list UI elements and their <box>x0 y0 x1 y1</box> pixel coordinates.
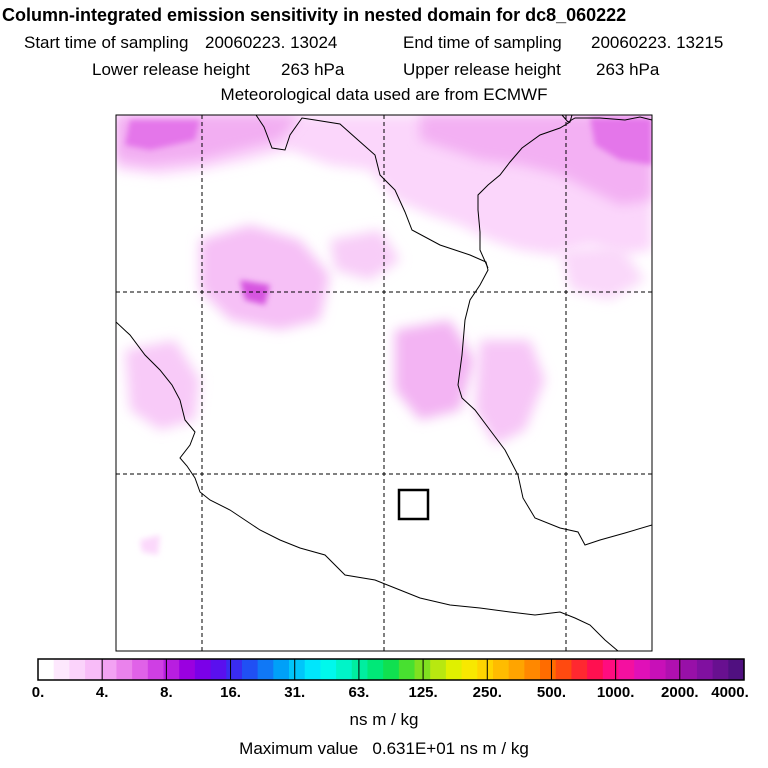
colorbar-swatch <box>665 659 682 680</box>
colorbar-swatch <box>100 659 118 680</box>
colorbar-swatch <box>147 659 165 680</box>
sensitivity-blob-central <box>330 230 400 280</box>
colorbar-swatch <box>681 659 698 680</box>
colorbar-swatch <box>194 659 212 680</box>
sensitivity-speck <box>140 535 160 555</box>
colorbar-tick-label: 250. <box>472 684 502 701</box>
colorbar-swatch <box>398 659 416 680</box>
maximum-value-line: Maximum value 0.631E+01 ns m / kg <box>0 738 768 760</box>
colorbar-tick-label: 8. <box>160 684 173 701</box>
colorbar-tick-label: 500. <box>536 684 567 701</box>
sensitivity-blob-south <box>395 320 475 420</box>
end-time-label: End time of sampling <box>403 33 562 52</box>
colorbar-swatch <box>210 659 227 680</box>
colorbar-swatch <box>85 659 102 680</box>
border-north <box>477 115 573 269</box>
start-time-value: 20060223. 13024 <box>205 33 338 52</box>
colorbar-swatch <box>602 659 620 680</box>
sensitivity-peak-ne <box>590 118 652 165</box>
colorbar-swatch <box>226 659 243 680</box>
colorbar-swatch <box>53 659 70 680</box>
colorbar-swatch <box>320 659 337 680</box>
colorbar-tick-label: 4. <box>95 684 109 701</box>
colorbar <box>37 658 745 681</box>
maximum-value-number: 0.631E+01 ns m / kg <box>372 739 529 758</box>
colorbar-swatch <box>304 659 321 680</box>
colorbar-tick-label: 0. <box>31 684 45 701</box>
colorbar-swatch <box>257 659 274 680</box>
upper-height-value: 263 hPa <box>596 60 660 79</box>
map-frame <box>115 114 653 652</box>
colorbar-swatch <box>712 659 729 680</box>
colorbar-swatch <box>524 659 541 680</box>
colorbar-swatch <box>649 659 667 680</box>
start-time-label: Start time of sampling <box>24 33 189 52</box>
colorbar-swatch <box>367 659 384 680</box>
colorbar-swatch <box>445 659 463 680</box>
colorbar-swatch <box>289 659 306 680</box>
colorbar-swatch <box>132 659 149 680</box>
lower-height-label: Lower release height <box>92 60 250 79</box>
coastline-pacific <box>116 321 619 651</box>
colorbar-swatch <box>571 659 588 680</box>
colorbar-frame <box>37 658 745 681</box>
upper-height-label: Upper release height <box>403 60 561 79</box>
colorbar-swatch <box>69 659 86 680</box>
colorbar-tick-label: 63. <box>348 684 370 701</box>
sensitivity-blob-coast <box>125 340 200 430</box>
release-location-marker <box>397 488 430 521</box>
colorbar-swatch <box>116 659 133 680</box>
lat-lon-grid <box>116 115 652 651</box>
colorbar-tick-label: 125. <box>408 684 438 701</box>
colorbar-swatch <box>728 659 745 680</box>
end-time-value: 20060223. 13215 <box>591 33 724 52</box>
colorbar-swatch <box>540 659 557 680</box>
colorbar-swatch <box>634 659 651 680</box>
colorbar-swatch <box>618 659 635 680</box>
sensitivity-blob-east <box>560 245 645 300</box>
colorbar-swatch <box>508 659 525 680</box>
colorbar-swatch <box>336 659 353 680</box>
colorbar-tick-label: 2000. <box>661 684 699 701</box>
sensitivity-field <box>116 115 652 555</box>
colorbar-swatch <box>351 659 369 680</box>
colorbar-swatch <box>555 659 573 680</box>
sensitivity-blob-west-core <box>240 280 270 305</box>
colorbar-tick-label: 31. <box>284 684 306 701</box>
met-data-line: Meteorological data used are from ECMWF <box>220 85 548 104</box>
colorbar-swatch <box>38 659 55 680</box>
map-title: Column-integrated emission sensitivity i… <box>2 5 627 25</box>
colorbar-swatch <box>477 659 494 680</box>
colorbar-tick-label: 4000. <box>711 684 749 701</box>
colorbar-tick-label: 1000. <box>596 684 635 701</box>
colorbar-swatch <box>430 659 447 680</box>
colorbar-tick-label: 16. <box>220 684 241 701</box>
colorbar-units: ns m / kg <box>349 710 419 729</box>
sensitivity-peak-nw <box>125 120 200 150</box>
lower-height-value: 263 hPa <box>281 60 345 79</box>
sensitivity-blob-west <box>200 225 330 330</box>
colorbar-swatch <box>587 659 604 680</box>
colorbar-swatch <box>461 659 478 680</box>
colorbar-swatch <box>383 659 400 680</box>
coastline-main <box>255 115 652 546</box>
colorbar-swatch <box>179 659 196 680</box>
coastlines <box>116 115 652 651</box>
maximum-value-label: Maximum value <box>239 739 359 758</box>
colorbar-swatch <box>492 659 510 680</box>
colorbar-swatch <box>163 659 180 680</box>
sensitivity-blob-southeast <box>475 340 545 445</box>
coastline-ne <box>561 115 652 123</box>
colorbar-swatch <box>241 659 259 680</box>
colorbar-swatch <box>273 659 290 680</box>
colorbar-swatch <box>696 659 714 680</box>
